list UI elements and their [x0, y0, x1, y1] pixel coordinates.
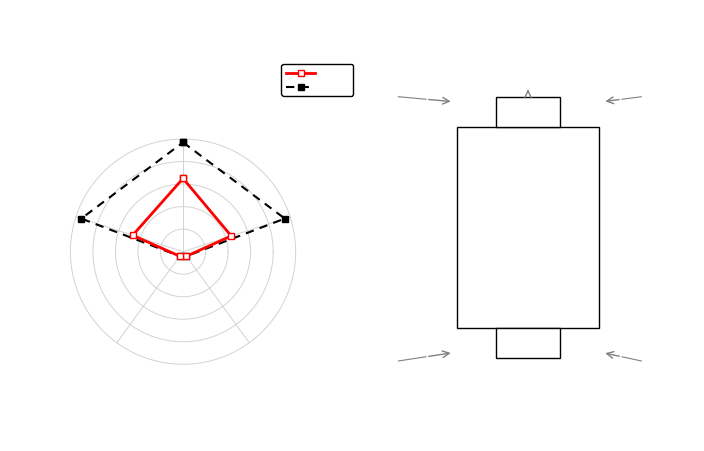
Bar: [457, 128, 599, 328]
Bar: [496, 328, 560, 358]
Bar: [496, 97, 560, 128]
Legend: 遠赤, 熱風: 遠赤, 熱風: [281, 65, 353, 97]
